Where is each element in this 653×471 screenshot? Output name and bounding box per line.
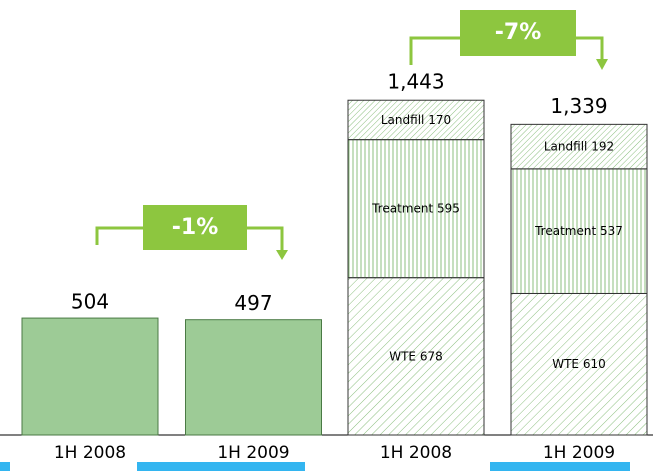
x-tick-label: 1H 2008 [380, 443, 452, 463]
segment-label: WTE 678 [389, 349, 443, 363]
annotation-left: -1% [95, 205, 288, 260]
segment-name: WTE [552, 357, 579, 371]
bar-segment [510, 168, 648, 294]
bar-segment [347, 277, 485, 436]
bar-segment [347, 99, 485, 141]
annotation-right: -7% [409, 10, 608, 70]
segment-name: Landfill [381, 112, 425, 126]
total-label: 1,339 [550, 94, 607, 118]
value-label: 497 [234, 291, 272, 315]
annotation: -1% [172, 215, 218, 240]
segment-value: 537 [600, 224, 623, 238]
strip [490, 462, 630, 471]
strip [137, 462, 305, 471]
total-label: 1,443 [387, 70, 444, 94]
bar [185, 319, 322, 436]
x-tick-label: 1H 2009 [217, 443, 289, 463]
segment-name: Landfill [544, 139, 588, 153]
segment-label: Treatment 537 [534, 224, 623, 238]
segment-label: WTE 610 [552, 357, 606, 371]
x-tick-label: 1H 2008 [54, 443, 126, 463]
bar-segment [510, 292, 648, 436]
segment-name: WTE [389, 349, 416, 363]
segment-value: 678 [420, 349, 443, 363]
bar [21, 317, 159, 436]
annotation: -7% [495, 20, 541, 45]
x-tick-label: 1H 2009 [543, 443, 615, 463]
bar-segment [347, 139, 485, 279]
segment-value: 595 [437, 201, 460, 215]
segment-label: Treatment 595 [371, 201, 460, 215]
value-label: 504 [71, 290, 109, 314]
segment-value: 610 [583, 357, 606, 371]
segment-value: 192 [591, 139, 614, 153]
strip [0, 462, 10, 471]
bar-segment [510, 123, 648, 170]
segment-name: Treatment [371, 201, 433, 215]
segment-label: Landfill 192 [544, 139, 614, 153]
segment-label: Landfill 170 [381, 112, 451, 126]
segment-name: Treatment [534, 224, 596, 238]
segment-value: 170 [428, 112, 451, 126]
